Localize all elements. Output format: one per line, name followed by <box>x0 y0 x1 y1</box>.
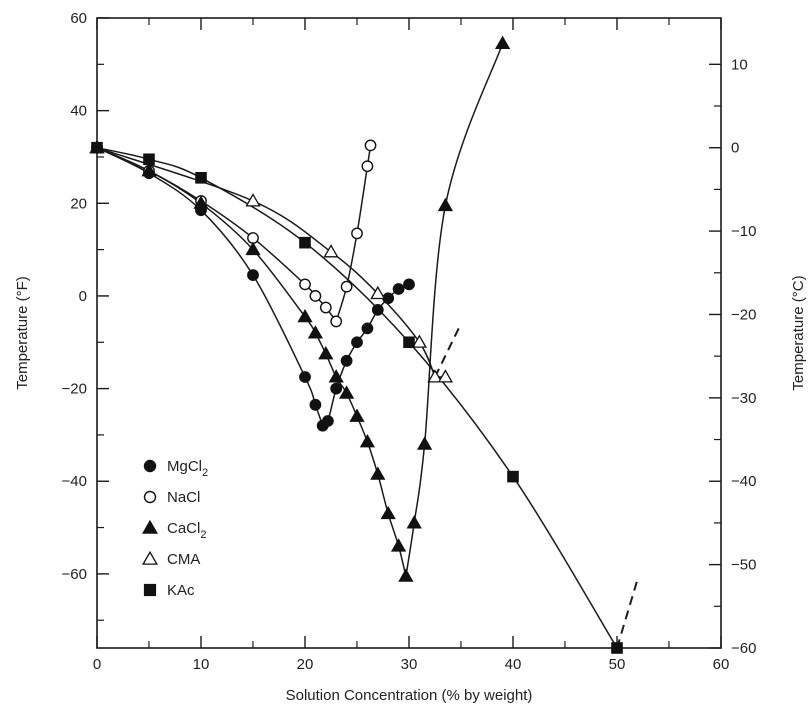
kac-point <box>91 141 103 154</box>
y-right-tick-label: −30 <box>731 390 756 407</box>
kac-point <box>143 153 155 166</box>
y-left-tick-label: −40 <box>62 473 87 490</box>
dashed-extension-line <box>434 323 462 378</box>
x-tick-label: 50 <box>609 656 626 673</box>
kac-point <box>403 336 415 349</box>
kac-line <box>96 146 618 649</box>
cacl2-point <box>193 195 209 209</box>
y-left-tick-label: 20 <box>70 195 87 212</box>
mgcl2-point <box>330 382 343 395</box>
y-right-tick-label: −40 <box>731 473 756 490</box>
cacl2-point <box>370 466 386 480</box>
cma-point <box>427 369 443 383</box>
cma-line <box>96 146 436 378</box>
nacl-point <box>361 160 374 173</box>
x-tick-label: 60 <box>713 656 730 673</box>
y-axis-title-right: Temperature (°C) <box>790 275 807 390</box>
y-left-tick-label: 40 <box>70 103 87 120</box>
y-right-tick-label: −50 <box>731 557 756 574</box>
cacl2-point <box>494 35 511 50</box>
mgcl2-point <box>371 303 384 316</box>
cacl2-point <box>338 385 355 399</box>
y-right-tick-label: −10 <box>731 223 756 240</box>
x-tick-label: 10 <box>193 656 210 673</box>
mgcl2-line <box>322 283 410 427</box>
nacl-point <box>319 301 332 314</box>
x-axis-title: Solution Concentration (% by weight) <box>286 687 533 704</box>
y-axis-title-left: Temperature (°F) <box>14 276 31 390</box>
kac-point <box>299 236 311 249</box>
mgcl2-point <box>309 398 322 411</box>
cacl2-line <box>96 147 407 577</box>
nacl-point <box>351 227 363 240</box>
dashed-extension-line <box>616 578 639 649</box>
legend-marker-cma <box>142 550 158 565</box>
cma-point <box>245 193 261 207</box>
kac-point <box>611 642 623 654</box>
x-tick-label: 30 <box>401 656 418 673</box>
cacl2-point <box>245 241 261 256</box>
mgcl2-point <box>321 415 334 427</box>
y-right-tick-label: −60 <box>731 640 756 657</box>
cma-point <box>370 285 386 300</box>
cacl2-point <box>390 538 407 552</box>
cacl2-point <box>398 568 414 582</box>
cacl2-point <box>437 197 454 212</box>
kac-point <box>195 172 207 184</box>
nacl-point <box>340 280 353 293</box>
mgcl2-point <box>247 269 259 281</box>
mgcl2-point <box>351 336 363 349</box>
mgcl2-point <box>340 354 353 367</box>
cacl2-point <box>297 308 313 323</box>
cacl2-point <box>141 163 157 177</box>
mgcl2-point <box>403 278 415 291</box>
legend-marker-mgcl2 <box>143 459 157 473</box>
cacl2-point <box>406 515 422 529</box>
cacl2-point <box>349 408 365 422</box>
legend-marker-cacl2 <box>142 519 158 534</box>
nacl-point <box>364 139 377 152</box>
nacl-point <box>309 290 322 302</box>
cacl2-point <box>359 434 376 448</box>
cma-point <box>323 244 339 258</box>
cacl2-point <box>318 346 334 360</box>
y-right-tick-label: 10 <box>731 56 748 73</box>
y-left-tick-label: −20 <box>62 381 87 398</box>
y-right-tick-label: 0 <box>731 140 739 157</box>
legend-label-kac: KAc <box>167 582 195 599</box>
x-tick-label: 0 <box>93 656 101 673</box>
legend-marker-nacl <box>143 490 157 504</box>
mgcl2-point <box>361 322 374 335</box>
nacl-point <box>299 278 311 291</box>
legend-marker-kac <box>143 583 157 597</box>
mgcl2-point <box>392 283 405 295</box>
nacl-point <box>247 232 259 244</box>
mgcl2-line <box>96 147 324 426</box>
cacl2-point <box>307 325 324 339</box>
mgcl2-point <box>299 371 311 383</box>
y-right-tick-label: −20 <box>731 306 756 323</box>
legend-label-nacl: NaCl <box>167 489 200 506</box>
kac-point <box>507 470 519 483</box>
cacl2-point <box>328 369 344 383</box>
legend-label-cacl2: CaCl2 <box>167 520 206 541</box>
x-tick-label: 40 <box>505 656 522 673</box>
x-tick-label: 20 <box>297 656 314 673</box>
cma-point <box>437 369 454 383</box>
nacl-point <box>330 315 343 328</box>
y-left-tick-label: 0 <box>79 288 87 305</box>
y-left-tick-label: −60 <box>62 566 87 583</box>
nacl-line <box>96 147 337 322</box>
cacl2-point <box>380 505 396 520</box>
cma-point <box>411 334 428 348</box>
y-left-tick-label: 60 <box>70 10 87 27</box>
cacl2-point <box>416 436 433 450</box>
cacl2-line <box>405 43 504 577</box>
legend-label-cma: CMA <box>167 551 200 568</box>
legend-label-mgcl2: MgCl2 <box>167 458 208 479</box>
